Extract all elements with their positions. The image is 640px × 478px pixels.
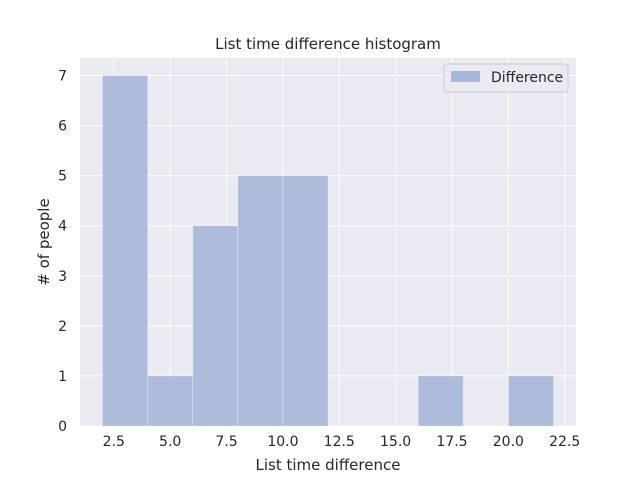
y-axis-label: # of people — [35, 198, 53, 285]
histogram-bar-1 — [147, 375, 194, 427]
x-tick-label-3: 10.0 — [267, 434, 298, 450]
x-tick-labels: 2.5 5.0 7.5 10.0 12.5 15.0 17.5 20.0 22.5 — [103, 434, 581, 450]
histogram-bar-0 — [102, 75, 149, 427]
x-tick-label-6: 17.5 — [436, 434, 467, 450]
legend-swatch — [451, 71, 480, 82]
histogram-bar-2 — [192, 225, 239, 427]
y-tick-label-0: 0 — [58, 419, 67, 435]
legend: Difference — [443, 63, 569, 93]
x-tick-label-2: 7.5 — [215, 434, 237, 450]
y-tick-label-1: 1 — [58, 369, 67, 385]
y-tick-label-7: 7 — [58, 69, 67, 85]
chart-title: List time difference histogram — [215, 35, 441, 53]
histogram-bar-9 — [507, 375, 554, 427]
x-tick-label-0: 2.5 — [103, 434, 125, 450]
bars — [102, 75, 554, 427]
y-tick-labels: 0 1 2 3 4 5 6 7 — [58, 69, 67, 435]
x-tick-label-7: 20.0 — [493, 434, 524, 450]
histogram-bar-4 — [282, 175, 329, 427]
histogram-bar-7 — [417, 375, 464, 427]
y-tick-label-4: 4 — [58, 219, 67, 235]
histogram-bar-3 — [237, 175, 284, 427]
x-axis-label: List time difference — [256, 456, 401, 474]
y-tick-label-5: 5 — [58, 169, 67, 185]
x-tick-label-1: 5.0 — [159, 434, 181, 450]
y-tick-label-2: 2 — [58, 319, 67, 335]
legend-label: Difference — [491, 70, 563, 86]
x-tick-label-5: 15.0 — [380, 434, 411, 450]
y-tick-label-3: 3 — [58, 269, 67, 285]
x-tick-label-4: 12.5 — [324, 434, 355, 450]
y-tick-label-6: 6 — [58, 119, 67, 135]
x-tick-label-8: 22.5 — [549, 434, 580, 450]
